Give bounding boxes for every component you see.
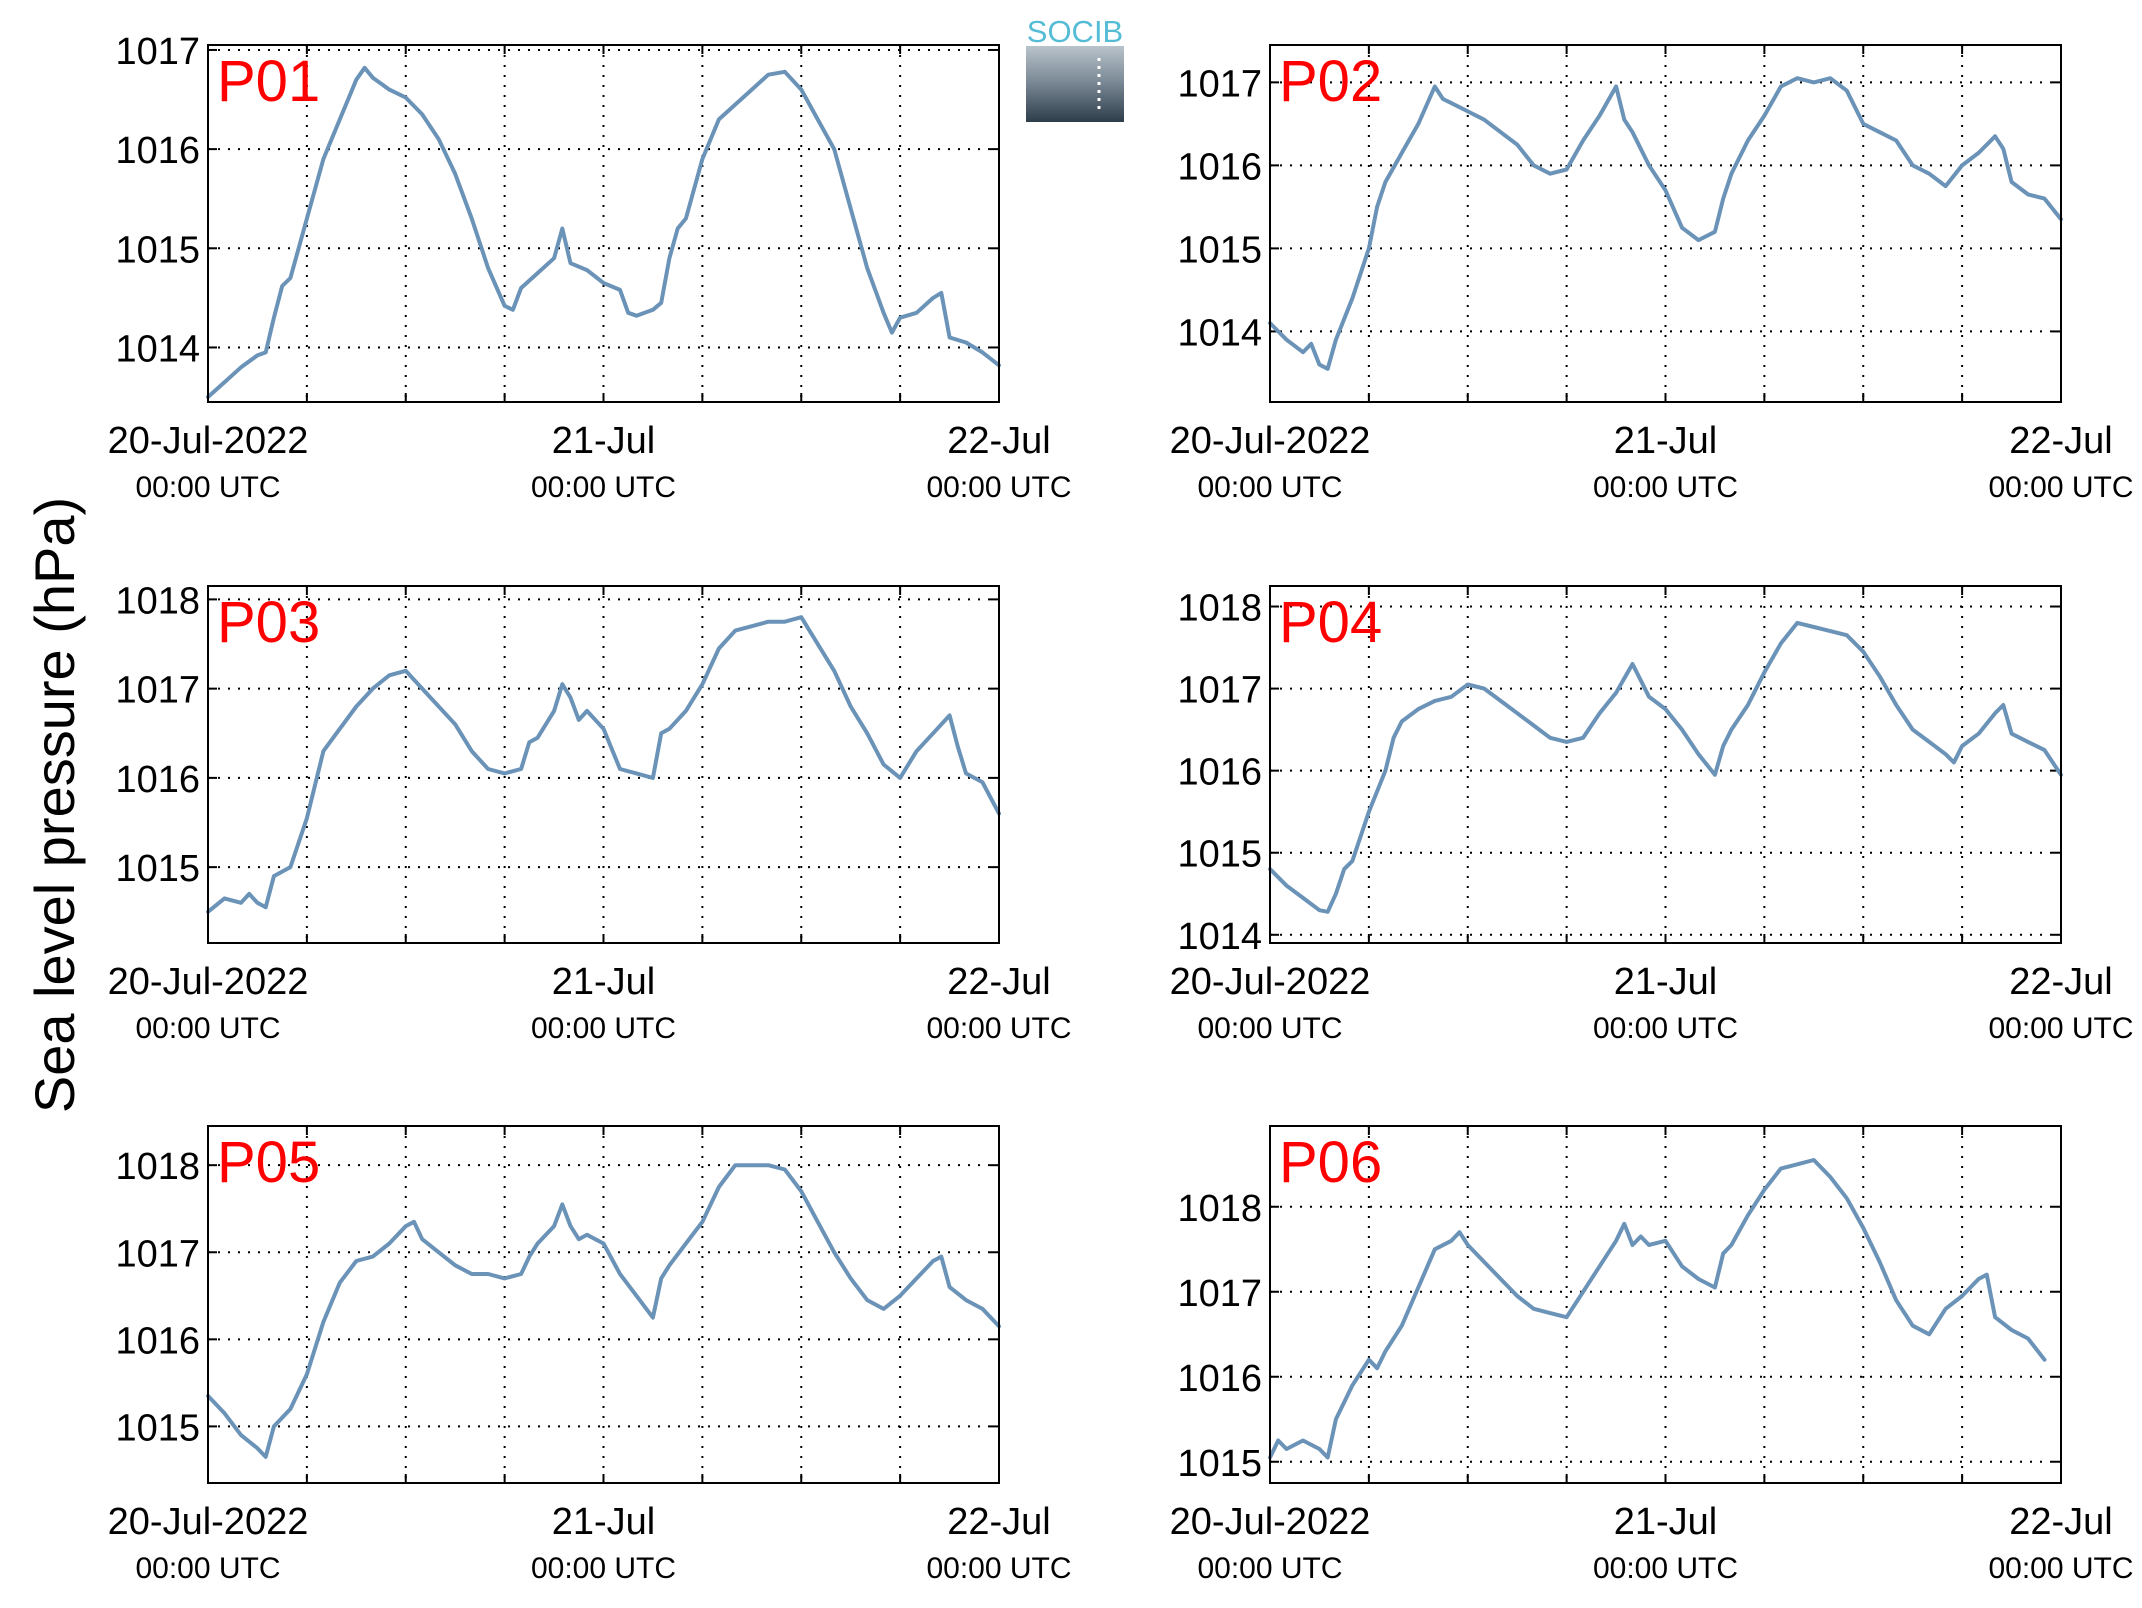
y-tick-label: 1015 — [1177, 1443, 1262, 1485]
x-tick-label-time: 00:00 UTC — [531, 1552, 676, 1585]
x-tick-label-time: 00:00 UTC — [1197, 1012, 1342, 1045]
series-line-p02 — [1268, 76, 2063, 371]
panel-title: P06 — [1279, 1130, 1382, 1195]
x-tick-label-date: 22-Jul — [2009, 961, 2113, 1003]
axes-frame — [1269, 585, 2062, 944]
y-tick-label: 1015 — [115, 229, 200, 271]
y-tick-label: 1017 — [1177, 670, 1262, 712]
x-tick-label-date: 20-Jul-2022 — [1170, 420, 1371, 462]
panel-title: P04 — [1279, 590, 1382, 655]
y-tick-label: 1017 — [1177, 1273, 1262, 1315]
x-tick-label-date: 21-Jul — [1614, 1501, 1718, 1543]
y-tick-label: 1016 — [115, 1320, 200, 1362]
x-tick-label-date: 21-Jul — [1614, 961, 1718, 1003]
y-tick-label: 1016 — [1177, 752, 1262, 794]
y-tick-label: 1018 — [115, 1146, 200, 1188]
y-axis-label: Sea level pressure (hPa) — [23, 497, 86, 1113]
x-tick-label-time: 00:00 UTC — [1593, 1552, 1738, 1585]
panel-p04: 1014 1015 1016 1017 1018 20-Jul-2022 00:00 UTC… — [1170, 585, 2134, 1045]
x-tick-label-time: 00:00 UTC — [926, 1552, 1071, 1585]
x-tick-label-time: 00:00 UTC — [1593, 1012, 1738, 1045]
y-tick-label: 1017 — [115, 670, 200, 712]
x-tick-label-time: 00:00 UTC — [531, 1012, 676, 1045]
x-tick-label-time: 00:00 UTC — [1197, 471, 1342, 504]
y-tick-label: 1015 — [1177, 229, 1262, 271]
socib-logo-text: SOCIB — [1027, 14, 1123, 49]
axes-frame — [207, 44, 1000, 403]
y-tick-label: 1017 — [115, 1233, 200, 1275]
series-line-p05 — [206, 1163, 1001, 1459]
x-tick-label-date: 20-Jul-2022 — [1170, 1501, 1371, 1543]
x-tick-label-date: 22-Jul — [947, 1501, 1051, 1543]
x-tick-label-time: 00:00 UTC — [531, 471, 676, 504]
axes-frame — [207, 585, 1000, 944]
x-tick-label-date: 22-Jul — [2009, 420, 2113, 462]
x-tick-label-time: 00:00 UTC — [1988, 471, 2133, 504]
y-tick-label: 1015 — [115, 848, 200, 890]
panel-p03: 1015 1016 1017 1018 20-Jul-2022 00:00 UTC 21-J… — [108, 580, 1072, 1045]
y-tick-label: 1017 — [115, 31, 200, 73]
y-tick-label: 1014 — [1177, 916, 1262, 958]
x-tick-label-time: 00:00 UTC — [1988, 1552, 2133, 1585]
series-line-p06 — [1268, 1158, 2047, 1460]
y-tick-label: 1018 — [1177, 1188, 1262, 1230]
axes-frame — [1269, 44, 2062, 403]
y-tick-label: 1016 — [1177, 146, 1262, 188]
x-tick-label-date: 20-Jul-2022 — [108, 420, 309, 462]
y-tick-label: 1015 — [115, 1407, 200, 1449]
y-tick-label: 1016 — [115, 130, 200, 172]
x-tick-label-date: 21-Jul — [552, 1501, 656, 1543]
y-tick-label: 1014 — [1177, 312, 1262, 354]
x-tick-label-date: 22-Jul — [2009, 1501, 2113, 1543]
y-tick-label: 1018 — [1177, 588, 1262, 630]
panel-p02: 1014 1015 1016 1017 20-Jul-2022 00:00 UTC 21-J… — [1170, 44, 2134, 504]
y-tick-label: 1018 — [115, 580, 200, 622]
y-tick-label: 1015 — [1177, 834, 1262, 876]
y-tick-label: 1016 — [115, 759, 200, 801]
x-tick-label-time: 00:00 UTC — [1593, 471, 1738, 504]
series-line-p03 — [206, 615, 1001, 914]
series-line-p01 — [206, 65, 1001, 399]
socib-logo: SOCIB — [1024, 14, 1126, 122]
x-tick-label-time: 00:00 UTC — [135, 1012, 280, 1045]
y-tick-label: 1017 — [1177, 63, 1262, 105]
x-tick-label-time: 00:00 UTC — [1197, 1552, 1342, 1585]
x-tick-label-time: 00:00 UTC — [135, 471, 280, 504]
x-tick-label-date: 20-Jul-2022 — [108, 961, 309, 1003]
x-tick-label-time: 00:00 UTC — [926, 1012, 1071, 1045]
panel-title: P02 — [1279, 49, 1382, 114]
x-tick-label-time: 00:00 UTC — [1988, 1012, 2133, 1045]
x-tick-label-date: 22-Jul — [947, 420, 1051, 462]
panel-title: P05 — [217, 1130, 320, 1195]
panel-title: P01 — [217, 49, 320, 114]
y-tick-label: 1016 — [1177, 1358, 1262, 1400]
x-tick-label-date: 20-Jul-2022 — [1170, 961, 1371, 1003]
x-tick-label-date: 21-Jul — [552, 961, 656, 1003]
axes-frame — [1269, 1125, 2062, 1484]
panel-p05: 1015 1016 1017 1018 20-Jul-2022 00:00 UTC 21-J… — [108, 1125, 1072, 1585]
panel-title: P03 — [217, 590, 320, 655]
x-tick-label-date: 22-Jul — [947, 961, 1051, 1003]
x-tick-label-time: 00:00 UTC — [926, 471, 1071, 504]
x-tick-label-date: 21-Jul — [552, 420, 656, 462]
x-tick-label-date: 20-Jul-2022 — [108, 1501, 309, 1543]
x-tick-label-time: 00:00 UTC — [135, 1552, 280, 1585]
series-line-p04 — [1268, 620, 2063, 914]
axes-frame — [207, 1125, 1000, 1484]
x-tick-label-date: 21-Jul — [1614, 420, 1718, 462]
panel-p06: 1015 1016 1017 1018 20-Jul-2022 00:00 UTC 21-J… — [1170, 1125, 2134, 1585]
y-tick-label: 1014 — [115, 328, 200, 370]
panel-p01: 1014 1015 1016 1017 20-Jul-2022 00:00 UTC 21-J… — [108, 31, 1072, 504]
